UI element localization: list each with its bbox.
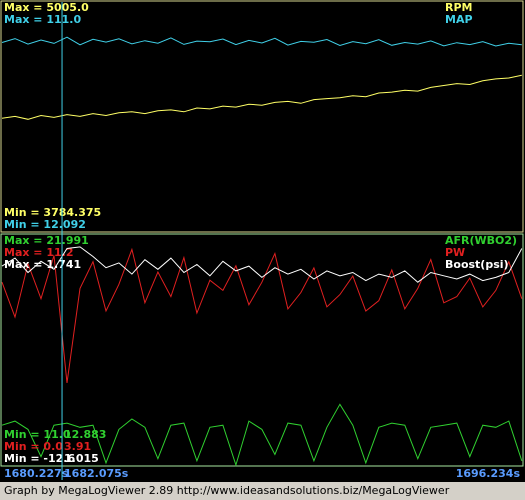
time-label: 1680.227s: [4, 467, 69, 480]
cursor-readout: 1.015: [64, 452, 99, 465]
footer: Graph by MegaLogViewer 2.89 http://www.i…: [0, 482, 525, 500]
series-name: AFR(WBO2): [445, 234, 517, 247]
series-name: MAP: [445, 13, 473, 26]
trace: [1, 403, 523, 467]
min-label: Min = 11.0: [4, 428, 71, 441]
min-label: Min = 12.092: [4, 218, 86, 231]
top-pane: [0, 0, 524, 233]
bottom-pane: [0, 233, 524, 467]
trace: [1, 36, 522, 47]
max-label: Max = 21.991: [4, 234, 89, 247]
log-graph: Max = 5005.0 RPM Min = 3784.375 Max = 111.0…: [0, 0, 525, 482]
series-name: Boost(psi): [445, 258, 509, 271]
max-label: Max = 5005.0: [4, 1, 89, 14]
series-name: RPM: [445, 1, 472, 14]
max-label: Max = 111.0: [4, 13, 81, 26]
cursor-readout: 12.883: [64, 428, 106, 441]
time-label: 1682.075s: [64, 467, 129, 480]
min-label: Min = -12.6: [4, 452, 75, 465]
series-name: PW: [445, 246, 465, 259]
background: [0, 0, 525, 482]
cursor-readout: 3.91: [64, 440, 91, 453]
trace: [1, 246, 523, 283]
max-label: Max = 11.2: [4, 246, 73, 259]
max-label: Max = 1.741: [4, 258, 81, 271]
trace: [1, 74, 522, 120]
min-label: Min = 3784.375: [4, 206, 101, 219]
min-label: Min = 0.0: [4, 440, 63, 453]
time-label: 1696.234s: [456, 467, 521, 480]
